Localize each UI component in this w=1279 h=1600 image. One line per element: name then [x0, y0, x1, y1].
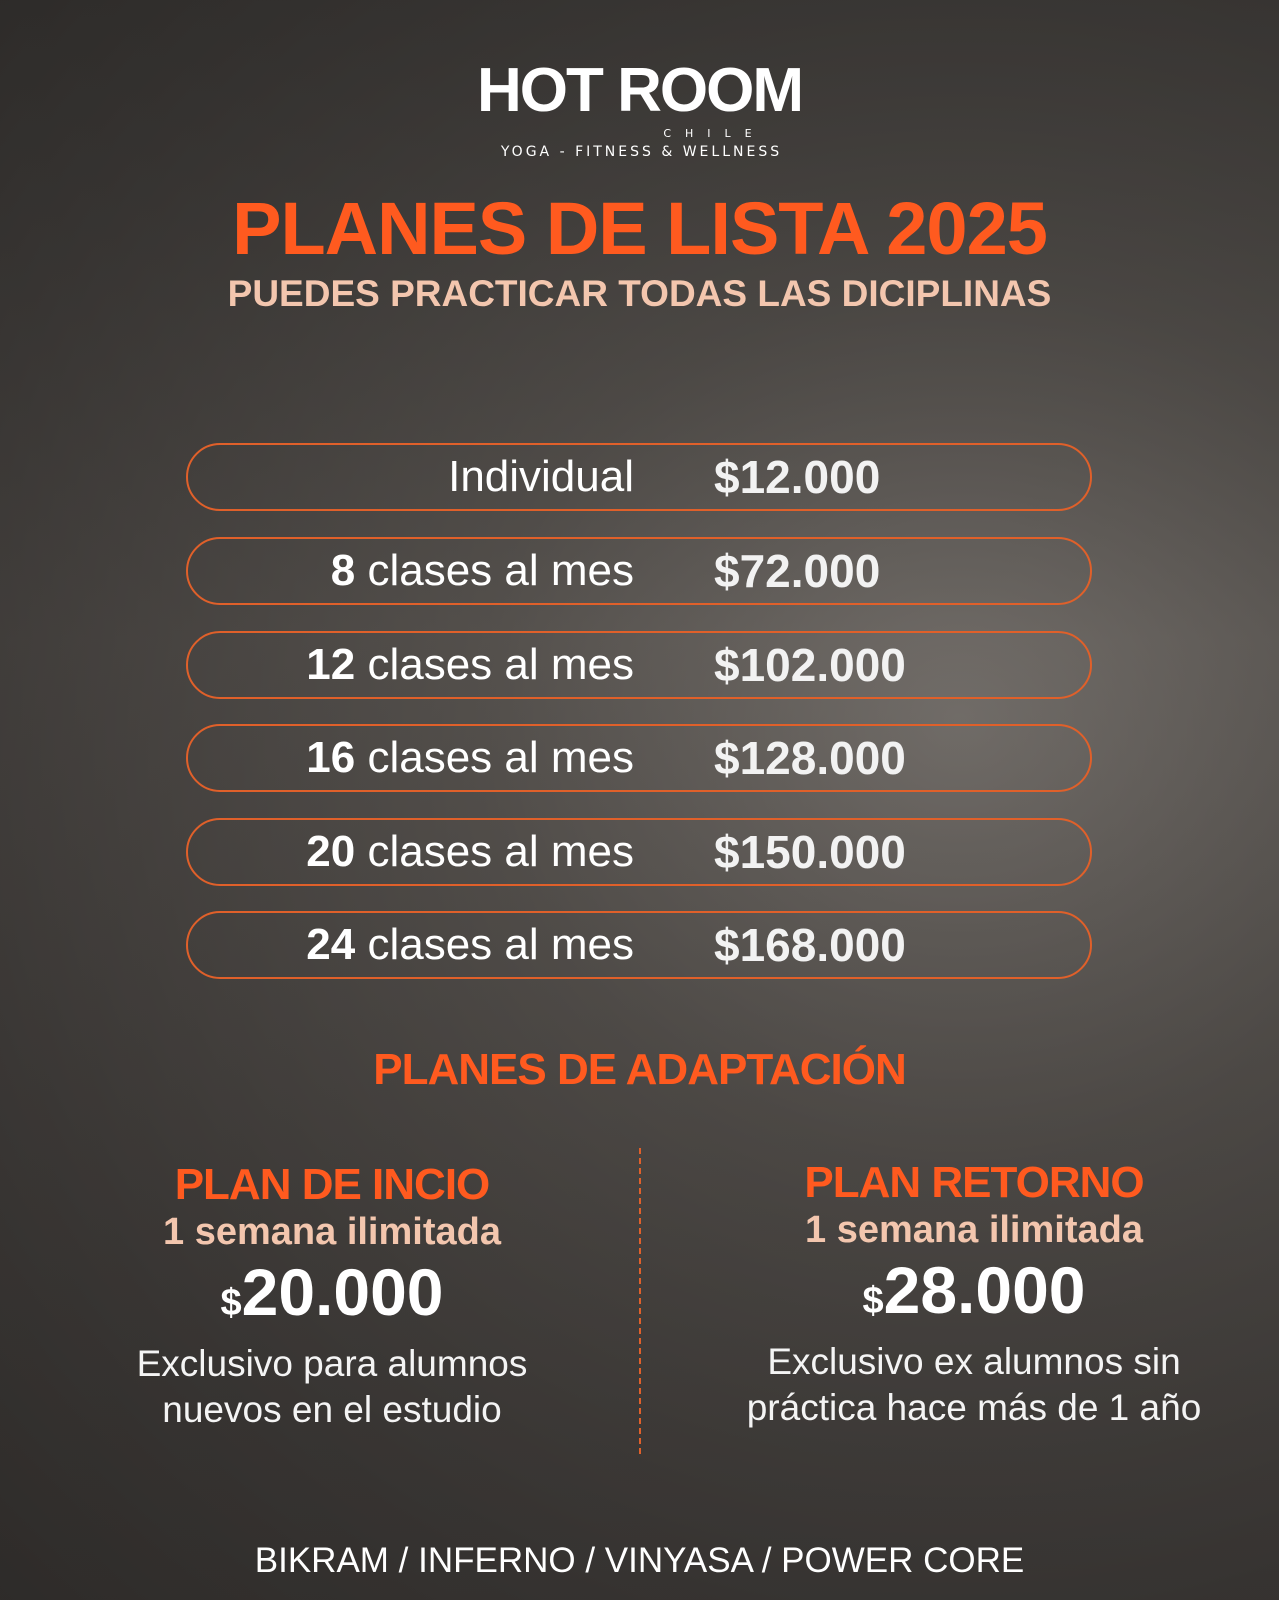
plan-row: Individual $12.000	[186, 443, 1092, 511]
divider	[639, 1148, 641, 1454]
plan-price: $128.000	[714, 732, 906, 784]
plan-row: 12 clases al mes $102.000	[186, 631, 1092, 699]
plan-price: $72.000	[714, 545, 881, 597]
disciplines-footer: BIKRAM / INFERNO / VINYASA / POWER CORE	[254, 1541, 1025, 1580]
plan-row: 24 clases al mes $168.000	[186, 911, 1092, 979]
plan-label: 12 clases al mes	[306, 640, 634, 689]
plan-retorno: PLAN RETORNO 1 semana ilimitada $28.000 …	[746, 1158, 1202, 1428]
plan-label: 20 clases al mes	[306, 827, 634, 876]
plan-inicio: PLAN DE INCIO 1 semana ilimitada $20.000…	[136, 1160, 528, 1430]
plan-label: 16 clases al mes	[306, 733, 634, 782]
plan-price: $150.000	[714, 826, 906, 878]
plan-row: 20 clases al mes $150.000	[186, 818, 1092, 886]
plan-label: Individual	[448, 452, 634, 501]
adaptation-title: PLANES DE ADAPTACIÓN	[373, 1045, 906, 1094]
plan-price: $12.000	[714, 451, 881, 503]
plan-row: 8 clases al mes $72.000	[186, 537, 1092, 605]
plan-price: $102.000	[714, 639, 906, 691]
plan-row: 16 clases al mes $128.000	[186, 724, 1092, 792]
plan-price: $168.000	[714, 919, 906, 971]
hotroom-logo: HOT ROOM CHILE YOGA - FITNESS & WELLNESS	[477, 56, 804, 161]
page-title: PLANES DE LISTA 2025	[232, 187, 1048, 270]
page-subtitle: PUEDES PRACTICAR TODAS LAS DICIPLINAS	[227, 273, 1052, 314]
plan-label: 24 clases al mes	[306, 920, 634, 969]
plan-label: 8 clases al mes	[330, 546, 634, 595]
